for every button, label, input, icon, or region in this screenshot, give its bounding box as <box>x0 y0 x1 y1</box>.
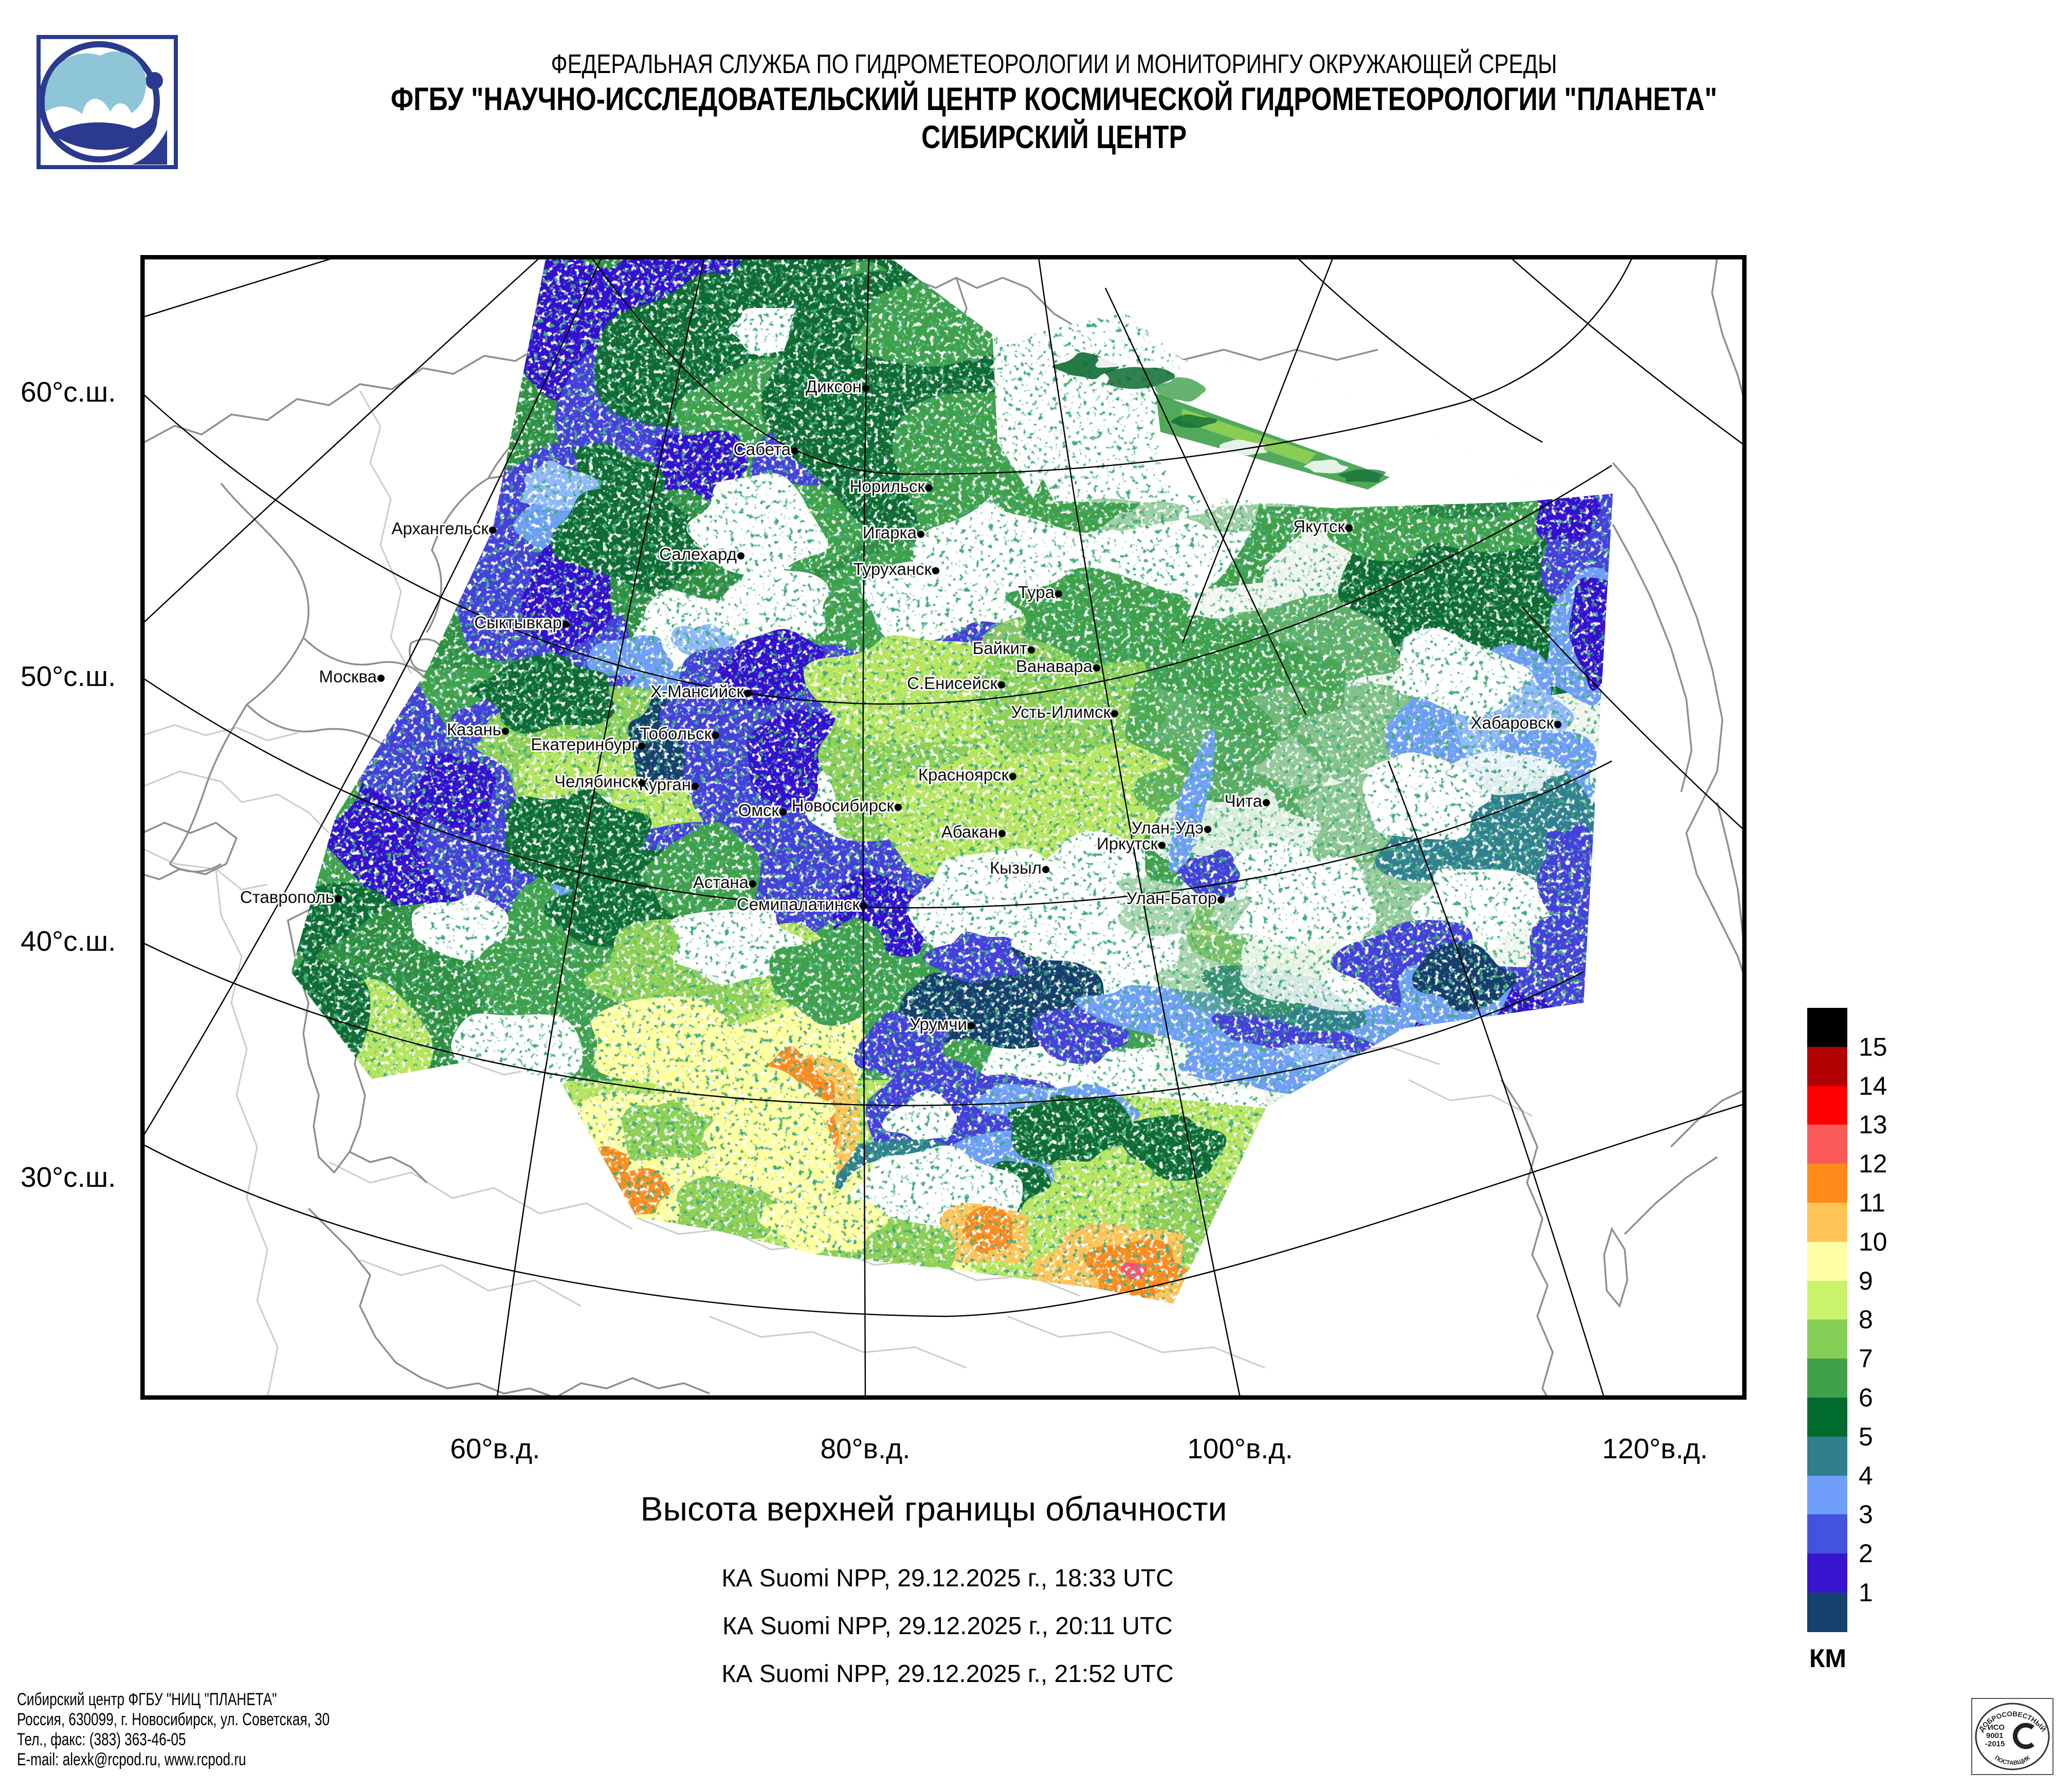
svg-text:Ванавара: Ванавара <box>1016 657 1093 676</box>
svg-text:Екатеринбург: Екатеринбург <box>531 735 638 754</box>
svg-text:Казань: Казань <box>447 720 501 739</box>
svg-text:ИСО: ИСО <box>1988 1723 2005 1732</box>
svg-text:Сабета: Сабета <box>734 440 791 459</box>
svg-text:Ставрополь: Ставрополь <box>240 888 334 907</box>
svg-text:Тура: Тура <box>1018 583 1055 602</box>
svg-text:Норильск: Норильск <box>850 477 925 496</box>
svg-text:Хабаровск: Хабаровск <box>1470 713 1554 732</box>
svg-text:Улан-Удэ: Улан-Удэ <box>1132 818 1204 837</box>
svg-text:Байкит: Байкит <box>973 639 1027 658</box>
svg-text:Астана: Астана <box>693 873 749 892</box>
svg-text:Игарка: Игарка <box>863 523 917 542</box>
svg-text:-2015: -2015 <box>1985 1740 2005 1748</box>
svg-text:Х-Мансийск: Х-Мансийск <box>650 682 744 701</box>
svg-text:Красноярск: Красноярск <box>918 765 1009 784</box>
svg-text:Усть-Илимск: Усть-Илимск <box>1011 702 1111 721</box>
svg-text:Салехард: Салехард <box>659 545 737 564</box>
svg-text:9001: 9001 <box>1986 1731 2003 1740</box>
svg-text:Иркутск: Иркутск <box>1097 834 1158 853</box>
svg-text:Диксон: Диксон <box>806 377 862 396</box>
svg-text:Семипалатинск: Семипалатинск <box>737 895 860 914</box>
svg-text:Кызыл: Кызыл <box>990 858 1042 877</box>
svg-text:Абакан: Абакан <box>941 822 998 841</box>
svg-text:Омск: Омск <box>738 801 779 820</box>
svg-text:Тобольск: Тобольск <box>640 724 712 743</box>
svg-text:Курган: Курган <box>639 775 691 794</box>
svg-text:Сыктывкар: Сыктывкар <box>474 613 562 632</box>
svg-text:Челябинск: Челябинск <box>554 772 638 791</box>
svg-text:Туруханск: Туруханск <box>853 559 932 578</box>
svg-text:Урумчи: Урумчи <box>910 1015 967 1034</box>
svg-text:Новосибирск: Новосибирск <box>792 796 895 815</box>
svg-text:Москва: Москва <box>319 667 377 686</box>
svg-text:Улан-Батор: Улан-Батор <box>1126 889 1217 908</box>
svg-text:С.Енисейск: С.Енисейск <box>907 674 997 693</box>
svg-text:Чита: Чита <box>1224 791 1262 810</box>
svg-text:Архангельск: Архангельск <box>391 519 488 538</box>
svg-text:Якутск: Якутск <box>1293 517 1345 536</box>
